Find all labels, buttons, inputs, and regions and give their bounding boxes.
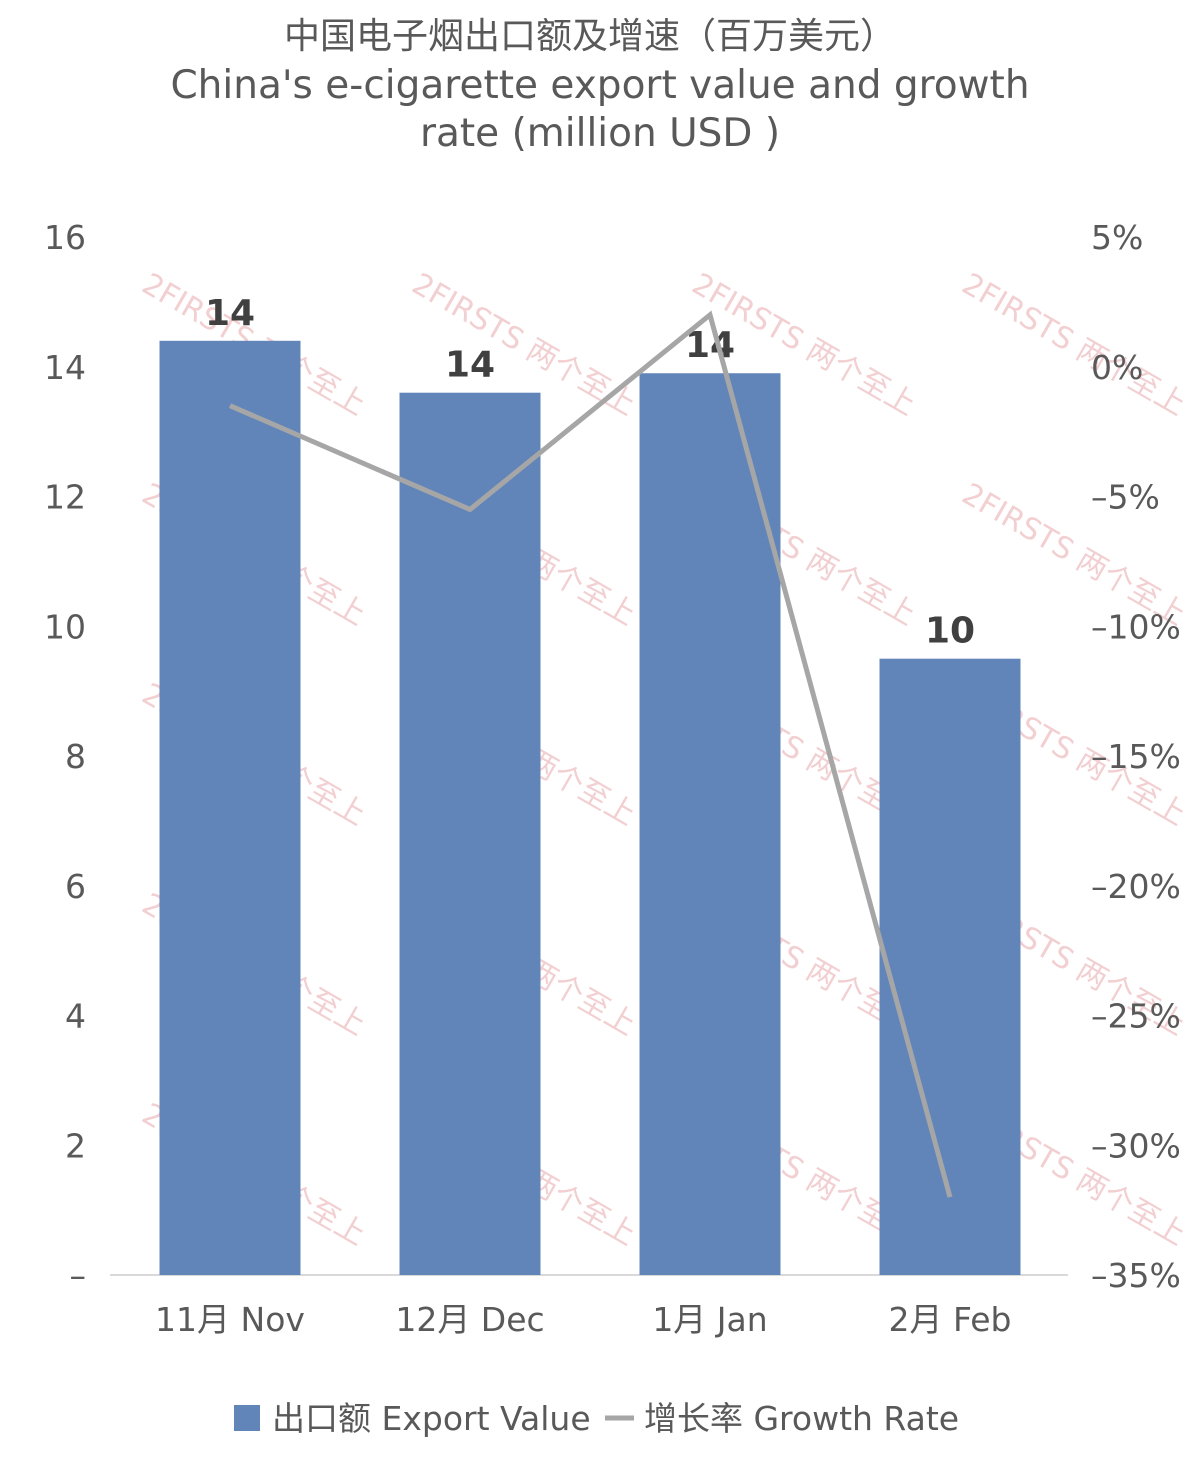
bar-data-labels: 14 14 14 10 — [205, 293, 975, 652]
category-labels: 11月 Nov 12月 Dec 1月 Jan 2月 Feb — [155, 1300, 1011, 1339]
left-axis-tick-label: 12 — [44, 478, 86, 517]
category-label: 1月 Jan — [652, 1300, 767, 1339]
category-label: 11月 Nov — [155, 1300, 305, 1339]
right-axis-tick-label: –20% — [1091, 867, 1181, 906]
left-axis-ticks: – 2 4 6 8 10 12 14 16 — [44, 218, 86, 1295]
legend: 出口额 Export Value 增长率 Growth Rate — [234, 1399, 959, 1438]
left-axis-tick-label: 16 — [44, 218, 86, 257]
watermark-text: 2FIRSTS 两个至上 — [956, 267, 1192, 423]
bar-data-label: 10 — [925, 611, 975, 652]
right-axis-ticks: –35% –30% –25% –20% –15% –10% –5% 0% 5% — [1091, 218, 1181, 1295]
bar-data-label: 14 — [685, 325, 735, 366]
bar-export-value — [399, 392, 541, 1275]
right-axis-tick-label: –35% — [1091, 1256, 1181, 1295]
right-axis-tick-label: –5% — [1091, 478, 1160, 517]
category-label: 12月 Dec — [395, 1300, 544, 1339]
left-axis-tick-label: – — [70, 1256, 87, 1295]
bar-export-value — [159, 340, 301, 1275]
bar-data-label: 14 — [205, 293, 255, 334]
left-axis-tick-label: 14 — [44, 348, 86, 387]
chart-subtitle-line-2: rate (million USD ) — [420, 111, 780, 156]
right-axis-tick-label: –25% — [1091, 997, 1181, 1036]
right-axis-tick-label: 0% — [1091, 348, 1143, 387]
bar-export-value — [879, 658, 1021, 1275]
growth-line-series — [229, 310, 953, 1198]
category-label: 2月 Feb — [889, 1300, 1012, 1339]
legend-label-growth-rate: 增长率 Growth Rate — [644, 1399, 959, 1438]
right-axis-tick-label: –15% — [1091, 737, 1181, 776]
bar-export-value — [639, 373, 781, 1275]
bar-data-label: 14 — [445, 345, 495, 386]
left-axis-tick-label: 4 — [65, 997, 86, 1036]
growth-rate-line — [229, 310, 953, 1198]
right-axis-tick-label: 5% — [1091, 218, 1143, 257]
legend-label-export-value: 出口额 Export Value — [272, 1399, 591, 1438]
left-axis-tick-label: 6 — [65, 867, 86, 906]
left-axis-tick-label: 10 — [44, 607, 86, 646]
chart-subtitle-line-1: China's e-cigarette export value and gro… — [170, 63, 1029, 108]
chart-title: 中国电子烟出口额及增速（百万美元） — [284, 16, 896, 57]
right-axis-tick-label: –30% — [1091, 1126, 1181, 1165]
left-axis-tick-label: 8 — [65, 737, 86, 776]
legend-swatch-export-value — [234, 1405, 260, 1431]
left-axis-tick-label: 2 — [65, 1126, 86, 1165]
right-axis-tick-label: –10% — [1091, 607, 1181, 646]
bar-series — [159, 340, 1021, 1275]
